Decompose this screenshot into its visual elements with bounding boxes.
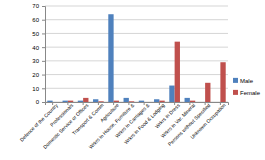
bar	[68, 101, 73, 102]
y-tick: 30	[32, 58, 45, 64]
y-tick-mark	[42, 102, 45, 103]
y-tick: 70	[32, 3, 45, 9]
y-tick: 0	[36, 99, 45, 105]
y-tick-label: 70	[32, 3, 39, 9]
grid-line	[45, 74, 228, 75]
y-axis-line	[42, 7, 46, 103]
bar	[144, 102, 149, 103]
y-tick: 60	[32, 17, 45, 23]
bar	[63, 101, 68, 102]
grid-line	[45, 33, 228, 34]
bar	[114, 101, 119, 102]
bar	[154, 99, 159, 102]
chart: 0 10 20 30 40 50 60 70 Defence of the CountryPro…	[0, 0, 265, 160]
y-tick-label: 60	[32, 17, 39, 23]
grid-line	[45, 60, 228, 61]
y-tick: 40	[32, 45, 45, 51]
legend: Male Female	[233, 78, 261, 96]
y-axis: 0 10 20 30 40 50 60 70	[32, 3, 45, 105]
y-tick-label: 40	[32, 45, 39, 51]
bar	[220, 62, 225, 102]
legend-item: Male	[233, 78, 254, 84]
legend-swatch	[233, 78, 238, 83]
x-tick: Unknown Occupation	[189, 102, 227, 140]
bar	[169, 86, 174, 102]
x-tick-label: Unknown Occupation	[189, 102, 227, 140]
y-tick-mark	[42, 75, 45, 76]
bar	[159, 101, 164, 102]
y-tick: 50	[32, 31, 45, 37]
legend-item: Female	[233, 90, 261, 96]
y-tick: 10	[32, 86, 45, 92]
bar	[139, 101, 144, 102]
bar	[215, 102, 220, 103]
y-tick-label: 0	[36, 99, 40, 105]
y-tick-mark	[42, 61, 45, 62]
bar	[53, 102, 58, 103]
y-tick-mark	[42, 88, 45, 89]
y-tick-mark	[42, 47, 45, 48]
bar	[205, 83, 210, 102]
bars	[47, 14, 225, 102]
bar	[83, 98, 88, 102]
y-tick-mark	[42, 20, 45, 21]
bar	[93, 99, 98, 102]
bar-series	[47, 14, 190, 102]
bar-series	[68, 42, 226, 102]
legend-swatch	[233, 90, 238, 95]
x-axis-line	[46, 103, 229, 106]
y-tick-mark	[42, 6, 45, 7]
grid-line	[45, 47, 228, 48]
bar	[129, 101, 134, 102]
y-tick-label: 10	[32, 86, 39, 92]
bar	[124, 98, 129, 102]
legend-label: Female	[240, 90, 261, 96]
y-tick: 20	[32, 72, 45, 78]
bar	[98, 101, 103, 102]
y-tick-label: 30	[32, 58, 39, 64]
bar	[200, 102, 205, 103]
legend-label: Male	[240, 78, 254, 84]
grid-line	[45, 19, 228, 20]
bar	[185, 98, 190, 102]
bar	[108, 14, 113, 102]
bar	[190, 101, 195, 102]
y-tick-label: 50	[32, 31, 39, 37]
y-tick-label: 20	[32, 72, 39, 78]
y-tick-mark	[42, 33, 45, 34]
grid	[45, 6, 228, 102]
x-axis: Defence of the CountryProfessionalsDomes…	[18, 102, 228, 150]
grid-line	[45, 6, 228, 7]
bar	[78, 101, 83, 102]
grid-line	[45, 88, 228, 89]
bar	[175, 42, 180, 102]
bar	[47, 101, 52, 102]
